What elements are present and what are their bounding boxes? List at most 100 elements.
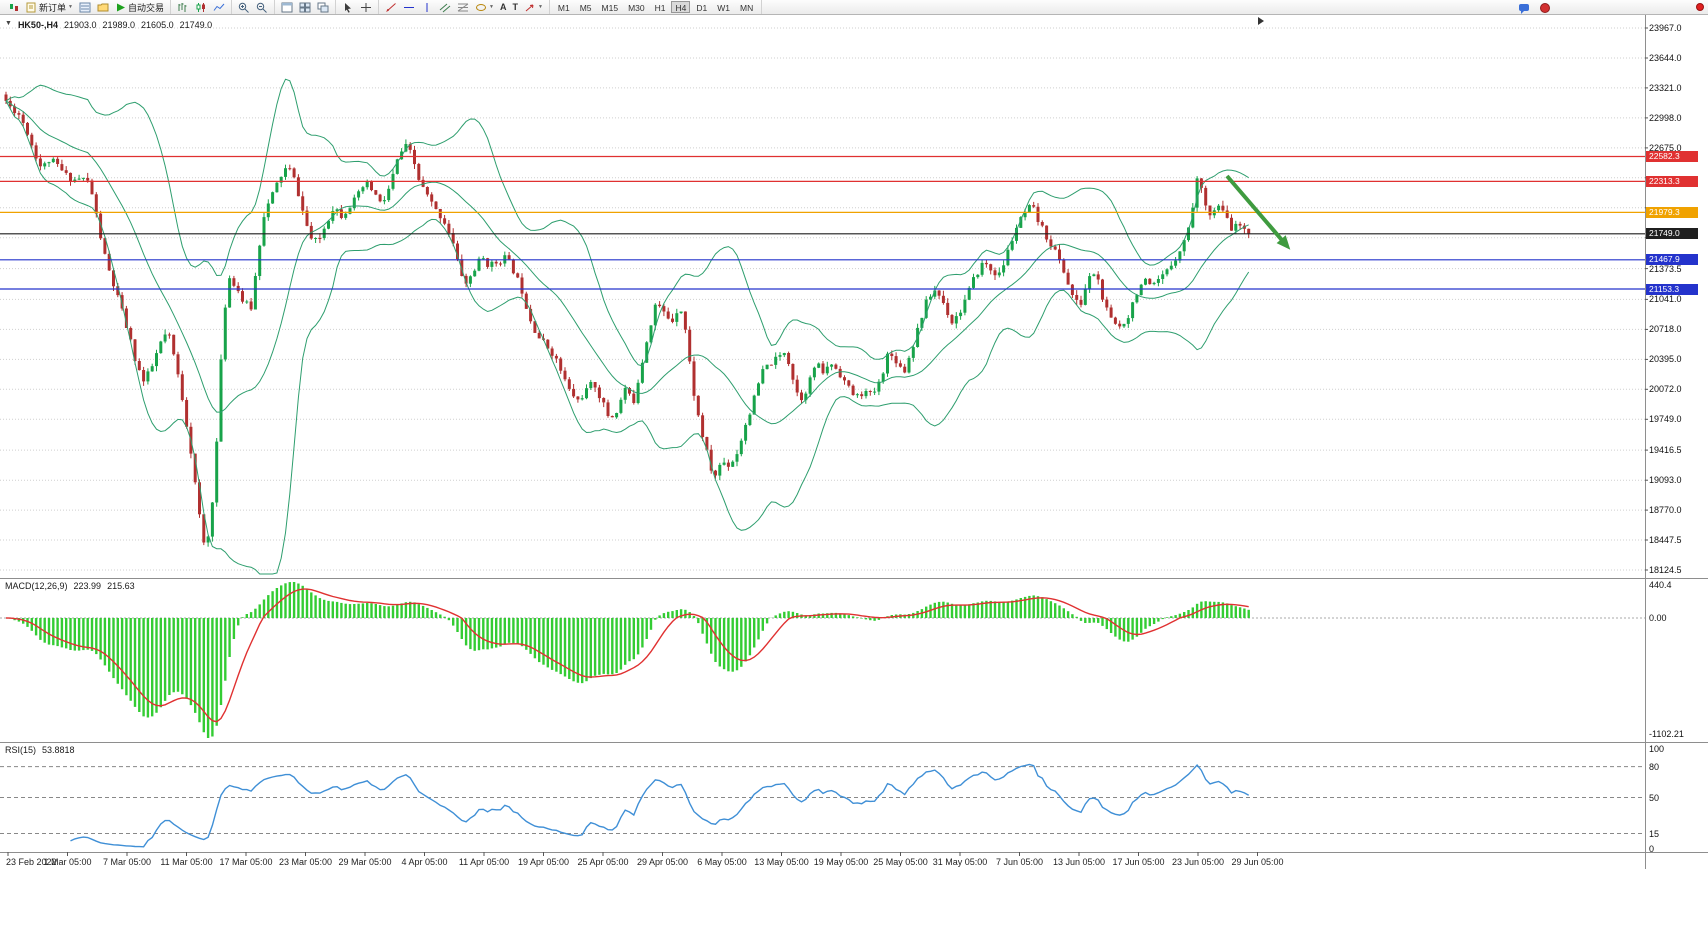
auto-trading-button[interactable]: 自动交易 [113,1,166,14]
candle [1083,288,1087,305]
candle [167,334,171,336]
bar-chart-icon [178,2,187,12]
bar-chart-button[interactable] [175,1,191,14]
zoom-in-button[interactable] [236,1,252,14]
candle [714,470,717,476]
candle [795,379,799,393]
bollinger-band [5,100,1250,575]
candle [344,213,348,218]
candle [202,514,206,543]
trend-annotation-arrow [1225,174,1285,243]
candle [847,380,851,386]
timeframe-w1[interactable]: W1 [717,3,730,13]
candle [701,415,705,437]
symbols-icon [10,3,18,11]
channel-tool-button[interactable] [437,1,453,14]
annotation-layer[interactable] [1225,174,1291,250]
line-chart-button[interactable] [211,1,227,14]
candle [1027,205,1031,213]
candle [81,177,85,179]
candle [1238,223,1242,226]
candlestick-chart-button[interactable] [193,1,209,14]
candle [787,353,791,364]
candle [305,210,309,226]
candle [499,263,502,265]
candle [1032,205,1036,207]
timeframe-m1[interactable]: M1 [557,3,570,13]
candle [1152,282,1156,285]
vertical-line-tool-button[interactable] [419,1,435,14]
candle [864,391,868,397]
label-tool-button[interactable]: T [510,1,520,14]
symbols-button[interactable] [6,1,22,14]
collapse-triangle-icon[interactable]: ▼ [5,20,12,27]
candle [490,261,494,267]
new-order-button[interactable]: 新订单 ▼ [24,1,75,14]
candle [679,311,683,314]
macd-label: MACD(12,26,9) [5,581,68,591]
candle [223,307,227,360]
timeframe-m30[interactable]: M30 [628,3,645,13]
new-order-icon [26,2,36,12]
candle [133,339,137,361]
cascade-windows-button[interactable] [315,1,331,14]
rsi-value: 53.8818 [42,745,75,755]
candle [800,392,803,401]
candle [898,363,902,367]
candle [933,290,937,297]
new-window-button[interactable] [279,1,295,14]
support-resistance-lines-layer[interactable] [0,155,1645,290]
timeframe-h1[interactable]: H1 [654,3,666,13]
tile-windows-button[interactable] [297,1,313,14]
candle [232,278,236,286]
timeframe-mn[interactable]: MN [739,3,754,13]
candle [950,315,954,324]
candle [447,223,451,234]
zoom-out-button[interactable] [254,1,270,14]
candle [1010,240,1014,250]
navigator-button[interactable] [95,1,111,14]
arrow-tool-icon [525,4,534,11]
record-icon [1540,2,1550,13]
candle [219,359,223,442]
candle [817,363,821,368]
candle [705,437,709,450]
shapes-tool-button[interactable]: ▼ [473,1,496,14]
scroll-end-marker-icon[interactable] [1258,17,1264,25]
record-button[interactable] [1537,1,1553,14]
notification-dot-icon[interactable] [1696,3,1704,11]
timeframe-d1[interactable]: D1 [696,3,708,13]
timeframe-m15[interactable]: M15 [601,3,619,13]
arrow-tool-button[interactable]: ▼ [522,1,545,14]
candle [451,233,455,244]
fibonacci-tool-button[interactable] [455,1,471,14]
timeframe-m5[interactable]: M5 [579,3,592,13]
candle [99,213,103,239]
candle [834,364,838,369]
market-watch-button[interactable] [77,1,93,14]
zoom-out-icon [256,2,267,13]
auto-trading-icon [116,3,125,11]
candle [494,261,498,264]
trendline-tool-button[interactable] [383,1,399,14]
community-button[interactable] [1516,1,1532,14]
rsi-label: RSI(15) [5,745,37,755]
candle [404,144,408,152]
timeframe-h4[interactable]: H4 [671,1,691,13]
text-tool-button[interactable]: A [498,1,509,14]
candle [997,272,1001,276]
candle [511,259,515,274]
crosshair-button[interactable] [358,1,374,14]
candle [851,385,855,395]
candle [1040,222,1044,226]
cursor-button[interactable] [340,1,356,14]
candle [602,398,606,403]
horizontal-line-tool-button[interactable] [401,1,417,14]
candle [821,363,825,374]
candle [370,181,373,191]
candle [890,353,894,356]
label-tool-icon: T [512,2,518,12]
toolbar-group-main: 新订单 ▼ 自动交易 [2,0,171,14]
candle [838,368,842,378]
